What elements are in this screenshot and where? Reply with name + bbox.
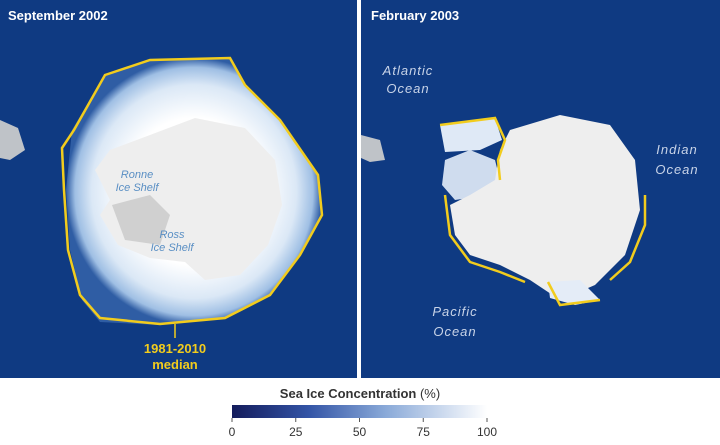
tick-label: 75 bbox=[417, 425, 431, 439]
ocean-label: Ocean bbox=[386, 81, 429, 96]
panel-title: February 2003 bbox=[371, 8, 459, 23]
shelf-label: Ronne bbox=[121, 169, 153, 181]
shelf-label: Ross bbox=[159, 229, 185, 241]
colorbar-scale bbox=[232, 405, 487, 418]
left-panel: September 2002 Ronne Ice Shelf Ross Ice … bbox=[0, 0, 357, 378]
ocean-label: Ocean bbox=[433, 324, 476, 339]
shelf-label: Ice Shelf bbox=[116, 182, 160, 194]
colorbar-title: Sea Ice Concentration (%) bbox=[280, 386, 440, 401]
panel-title: September 2002 bbox=[8, 8, 108, 23]
shelf-label: Ice Shelf bbox=[151, 242, 195, 254]
tick-label: 0 bbox=[229, 425, 236, 439]
right-panel: February 2003 Atlantic Ocean Indian Ocea… bbox=[361, 0, 720, 378]
ocean-label: Atlantic bbox=[382, 63, 434, 78]
ocean-label: Indian bbox=[656, 142, 697, 157]
tick-label: 50 bbox=[353, 425, 367, 439]
colorbar-unit: (%) bbox=[420, 386, 440, 401]
median-label: 1981-2010 bbox=[144, 341, 206, 356]
median-label: median bbox=[152, 357, 198, 372]
colorbar-title-text: Sea Ice Concentration bbox=[280, 386, 417, 401]
ocean-label: Ocean bbox=[655, 162, 698, 177]
tick-label: 25 bbox=[289, 425, 303, 439]
tick-label: 100 bbox=[477, 425, 497, 439]
colorbar: Sea Ice Concentration (%) 0 25 50 75 100 bbox=[229, 386, 498, 439]
ocean-label: Pacific bbox=[432, 304, 477, 319]
